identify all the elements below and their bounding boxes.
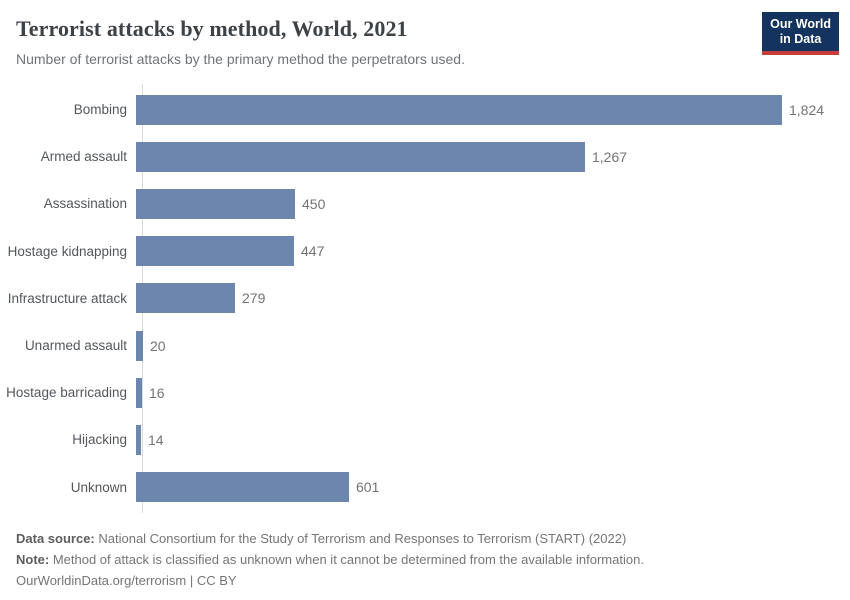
value-label: 601 bbox=[356, 479, 380, 496]
bar[interactable] bbox=[136, 377, 142, 408]
bar[interactable] bbox=[136, 94, 782, 125]
bar-track: 14 bbox=[135, 424, 850, 455]
value-label: 16 bbox=[149, 384, 165, 401]
category-label: Unarmed assault bbox=[24, 338, 127, 354]
bar[interactable] bbox=[136, 330, 143, 361]
page-title: Terrorist attacks by method, World, 2021 bbox=[16, 16, 408, 41]
bar-track: 450 bbox=[135, 188, 850, 219]
url-line[interactable]: OurWorldinData.org/terrorism | CC BY bbox=[16, 572, 237, 588]
note-line: Note: Method of attack is classified as … bbox=[16, 549, 834, 570]
chart-row: Armed assault 1,267 bbox=[0, 133, 850, 180]
bar-track: 16 bbox=[135, 377, 850, 408]
value-label: 279 bbox=[242, 290, 266, 307]
owid-logo-line2: in Data bbox=[779, 32, 822, 46]
chart-subtitle: Number of terrorist attacks by the prima… bbox=[16, 51, 465, 67]
chart-footer: Data source: National Consortium for the… bbox=[0, 528, 850, 591]
bar-track: 20 bbox=[135, 330, 850, 361]
chart-row: Unarmed assault 20 bbox=[0, 322, 850, 369]
value-label: 447 bbox=[301, 243, 325, 260]
bar[interactable] bbox=[136, 424, 141, 455]
chart-row: Unknown 601 bbox=[0, 464, 850, 511]
category-label: Bombing bbox=[73, 102, 127, 118]
bar-track: 1,267 bbox=[135, 141, 850, 172]
bar-track: 447 bbox=[135, 236, 850, 267]
data-source-label: Data source: bbox=[16, 530, 95, 546]
category-label: Armed assault bbox=[40, 149, 127, 165]
value-label: 14 bbox=[148, 431, 164, 448]
owid-logo[interactable]: Our World in Data bbox=[762, 12, 839, 55]
chart-row: Infrastructure attack 279 bbox=[0, 275, 850, 322]
chart-header: Terrorist attacks by method, World, 2021… bbox=[0, 0, 850, 68]
value-label: 450 bbox=[302, 195, 326, 212]
chart-row: Hijacking 14 bbox=[0, 416, 850, 463]
category-label: Infrastructure attack bbox=[7, 290, 127, 306]
category-label: Assassination bbox=[43, 196, 127, 212]
chart-row: Bombing 1,824 bbox=[0, 86, 850, 133]
chart-row: Assassination 450 bbox=[0, 180, 850, 227]
data-source-line: Data source: National Consortium for the… bbox=[16, 528, 834, 549]
bar[interactable] bbox=[136, 141, 585, 172]
bar[interactable] bbox=[136, 236, 294, 267]
value-label: 20 bbox=[150, 337, 166, 354]
note-text: Method of attack is classified as unknow… bbox=[49, 551, 644, 567]
bar-chart: Bombing 1,824 Armed assault 1,267 Assassinat… bbox=[0, 84, 850, 513]
data-source-text: National Consortium for the Study of Ter… bbox=[94, 530, 627, 546]
bar-track: 1,824 bbox=[135, 94, 850, 125]
category-label: Hijacking bbox=[72, 432, 127, 448]
value-label: 1,824 bbox=[789, 101, 825, 118]
bar[interactable] bbox=[136, 188, 295, 219]
bar[interactable] bbox=[136, 283, 235, 314]
bar-track: 601 bbox=[135, 472, 850, 503]
chart-row: Hostage barricading 16 bbox=[0, 369, 850, 416]
bar[interactable] bbox=[136, 472, 349, 503]
value-label: 1,267 bbox=[592, 148, 628, 165]
category-label: Hostage barricading bbox=[6, 385, 127, 401]
chart-row: Hostage kidnapping 447 bbox=[0, 228, 850, 275]
owid-logo-line1: Our World bbox=[770, 17, 831, 31]
bar-track: 279 bbox=[135, 283, 850, 314]
category-label: Hostage kidnapping bbox=[7, 243, 127, 259]
category-label: Unknown bbox=[70, 479, 127, 495]
note-label: Note: bbox=[16, 551, 50, 567]
